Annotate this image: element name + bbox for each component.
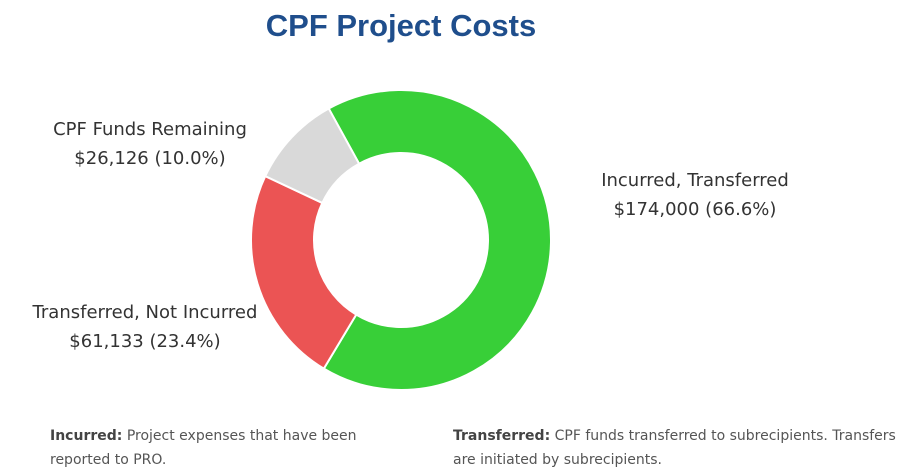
slice-label: Transferred, Not Incurred <box>32 302 258 323</box>
slice-label: Incurred, Transferred <box>601 170 789 191</box>
note-text: Project expenses that have been reported… <box>50 428 357 468</box>
chart-title: CPF Project Costs <box>266 8 536 43</box>
note-text: CPF funds transferred to subrecipients. … <box>453 428 896 468</box>
slice-value-label: $174,000 (66.6%) <box>614 199 777 220</box>
donut-slice <box>322 89 552 391</box>
note-term: Transferred: <box>453 428 551 444</box>
donut-slice <box>263 107 361 205</box>
slice-value-label: $61,133 (23.4%) <box>69 331 220 352</box>
note: Transferred: CPF funds transferred to su… <box>453 424 918 472</box>
slice-value-label: $26,126 (10.0%) <box>74 148 225 169</box>
note-term: Incurred: <box>50 428 123 444</box>
slice-label: CPF Funds Remaining <box>53 119 247 140</box>
chart: CPF Project Costs Incurred, Transferred $… <box>32 8 789 391</box>
donut-slice <box>250 174 358 370</box>
note: Incurred: Project expenses that have bee… <box>50 424 390 472</box>
